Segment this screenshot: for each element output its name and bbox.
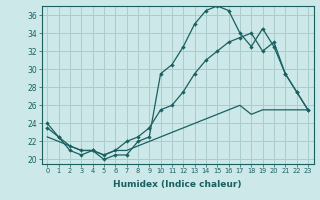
X-axis label: Humidex (Indice chaleur): Humidex (Indice chaleur) bbox=[113, 180, 242, 189]
